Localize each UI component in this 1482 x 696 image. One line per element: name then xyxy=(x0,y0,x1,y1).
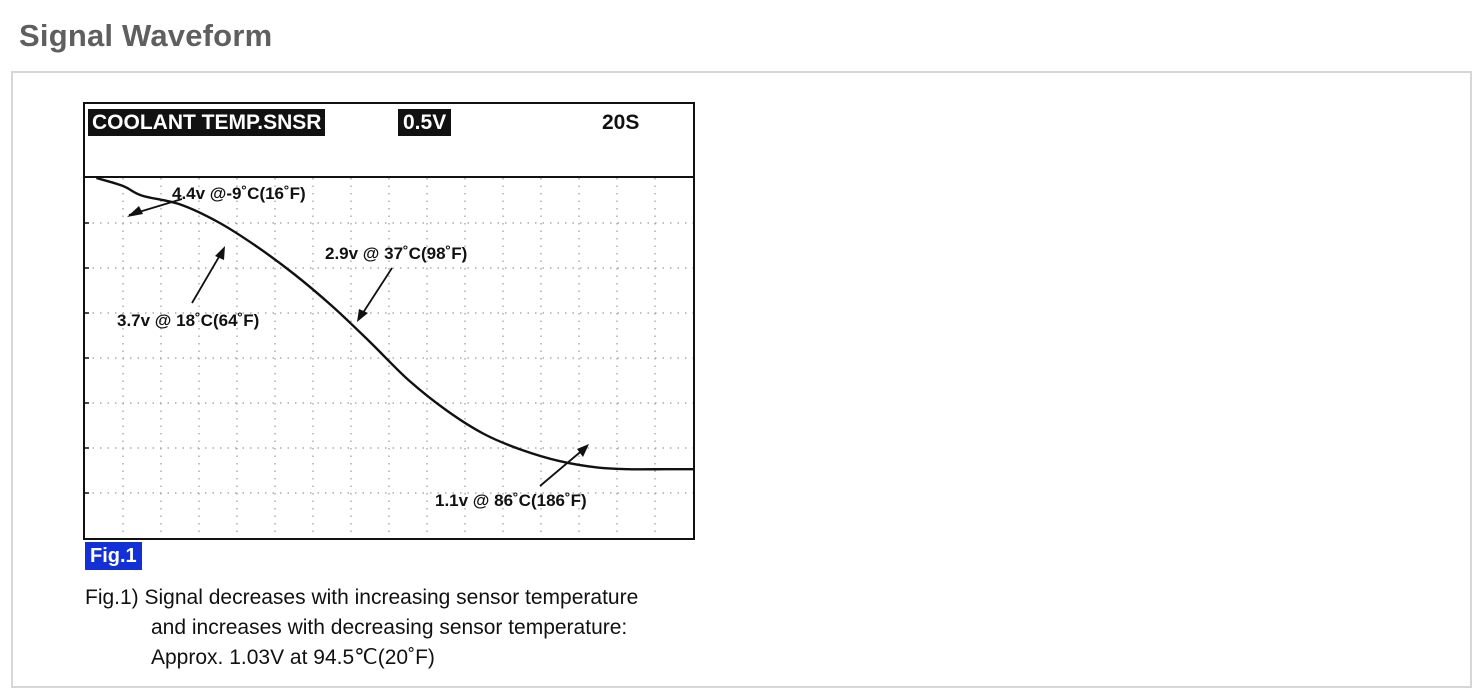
caption-line-1: Fig.1) Signal decreases with increasing … xyxy=(85,586,639,609)
annotation-label-4v4: 4.4v @-9˚C(16˚F) xyxy=(172,184,306,203)
header-divider xyxy=(85,176,693,178)
annotation-4v4: 4.4v @-9˚C(16˚F) xyxy=(127,184,306,217)
time-per-division: 20S xyxy=(602,111,640,134)
plot-grid xyxy=(85,178,693,538)
annotation-label-2v9: 2.9v @ 37˚C(98˚F) xyxy=(325,244,467,263)
annotation-2v9: 2.9v @ 37˚C(98˚F) xyxy=(325,244,467,322)
waveform-plot: 4.4v @-9˚C(16˚F) 3.7v @ 18˚C(64˚F) 2.9v … xyxy=(85,178,693,538)
annotation-label-1v1: 1.1v @ 86˚C(186˚F) xyxy=(435,491,587,510)
caption-line-2: and increases with decreasing sensor tem… xyxy=(151,616,628,639)
coolant-sensor-trace xyxy=(96,178,693,471)
annotation-label-3v7: 3.7v @ 18˚C(64˚F) xyxy=(117,311,259,330)
trace-layer xyxy=(96,178,693,471)
section-title: Signal Waveform xyxy=(19,18,273,53)
sensor-label: COOLANT TEMP.SNSR xyxy=(88,109,326,136)
annotation-1v1: 1.1v @ 86˚C(186˚F) xyxy=(435,444,589,510)
volts-per-division: 0.5V xyxy=(398,109,452,136)
caption-line-3: Approx. 1.03V at 94.5℃(20˚F) xyxy=(151,646,435,669)
annotation-layer: 4.4v @-9˚C(16˚F) 3.7v @ 18˚C(64˚F) 2.9v … xyxy=(117,184,589,510)
oscilloscope-screen: COOLANT TEMP.SNSR 0.5V 20S 4.4v @-9˚C(16… xyxy=(83,102,695,540)
figure-tag: Fig.1 xyxy=(85,542,142,570)
annotation-3v7: 3.7v @ 18˚C(64˚F) xyxy=(117,246,259,330)
